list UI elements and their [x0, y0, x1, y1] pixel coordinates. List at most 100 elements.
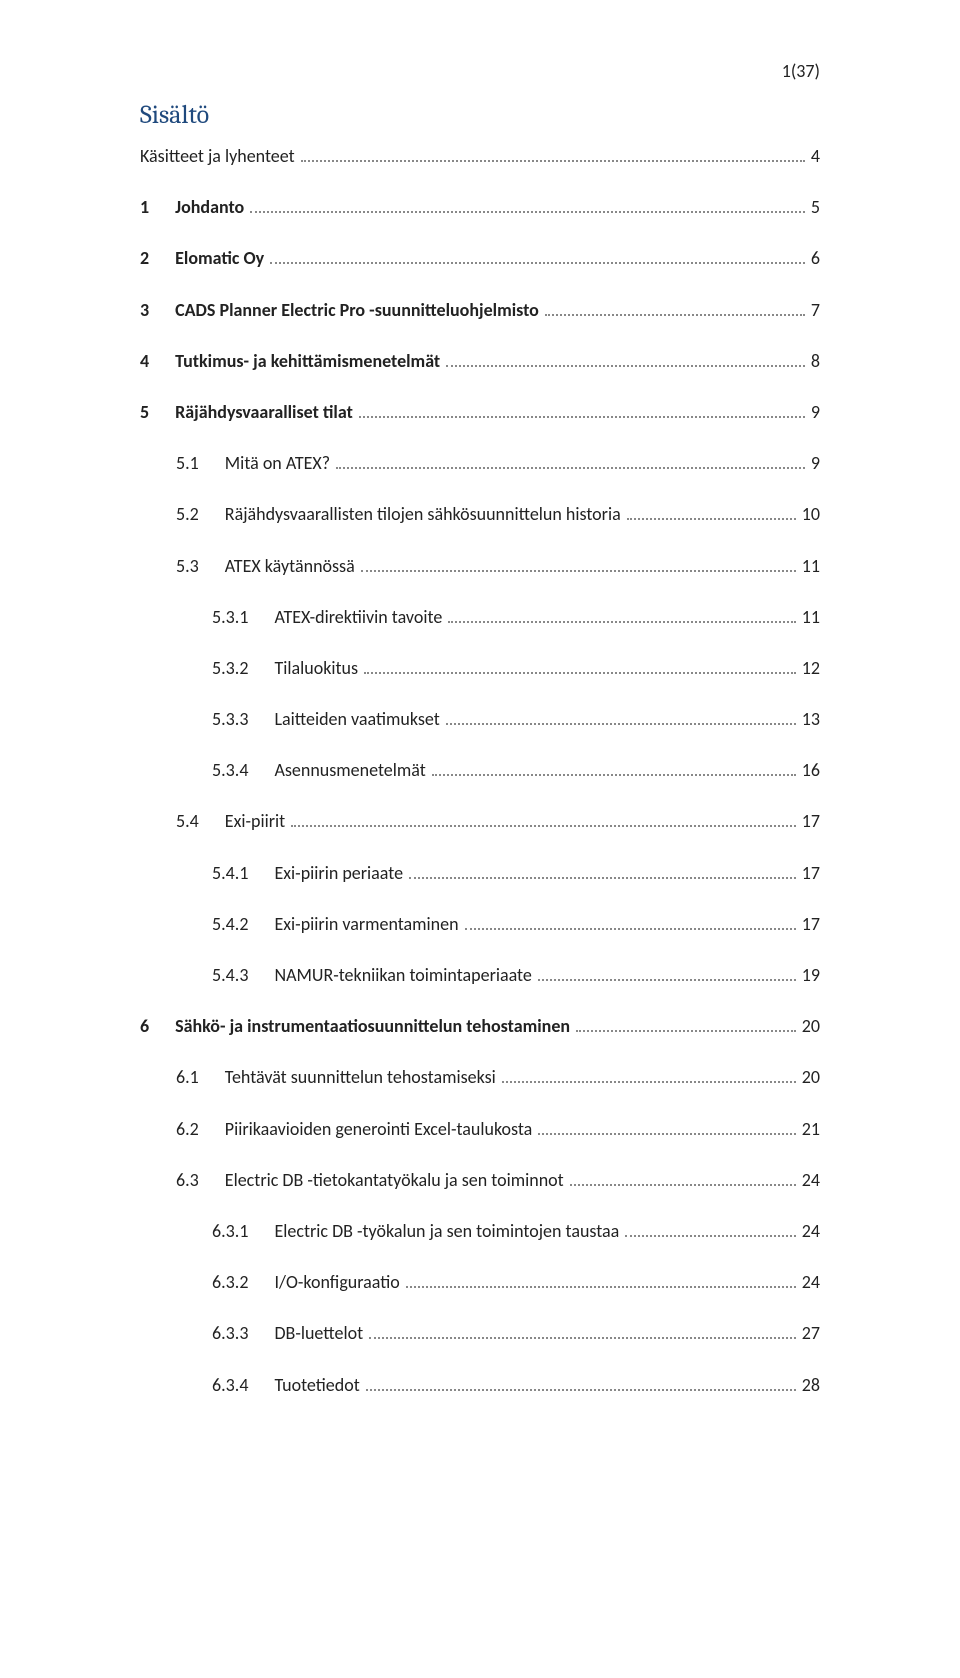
toc-entry[interactable]: 5.4Exi-piirit17 — [140, 809, 820, 834]
toc-entry[interactable]: 6.3.1Electric DB -työkalun ja sen toimin… — [140, 1219, 820, 1244]
toc-entry-label: Mitä on ATEX? — [225, 451, 334, 476]
toc-entry-page: 17 — [798, 809, 820, 834]
toc-entry-page: 5 — [807, 195, 820, 220]
toc-entry[interactable]: 3CADS Planner Electric Pro -suunnitteluo… — [140, 298, 820, 323]
toc-entry-page: 17 — [798, 861, 820, 886]
toc-entry-label: Laitteiden vaatimukset — [274, 707, 443, 732]
toc-entry-page: 9 — [807, 451, 820, 476]
toc-leader-dots — [502, 1081, 796, 1083]
toc-entry-number: 5.3.1 — [212, 605, 274, 630]
toc-entry-label: Piirikaavioiden generointi Excel-tauluko… — [225, 1117, 537, 1142]
toc-entry-page: 17 — [798, 912, 820, 937]
toc-entry-label: ATEX käytännössä — [225, 554, 359, 579]
toc-entry[interactable]: 5.3.1ATEX-direktiivin tavoite11 — [140, 605, 820, 630]
toc-entry-number: 5.4.2 — [212, 912, 274, 937]
toc-leader-dots — [359, 416, 805, 418]
toc-leader-dots — [538, 979, 796, 981]
toc-entry-label: Tehtävät suunnittelun tehostamiseksi — [225, 1065, 500, 1090]
toc-entry[interactable]: 1Johdanto5 — [140, 195, 820, 220]
toc-entry-label: CADS Planner Electric Pro -suunnitteluoh… — [175, 298, 543, 323]
toc-entry[interactable]: 6.1Tehtävät suunnittelun tehostamiseksi2… — [140, 1065, 820, 1090]
toc-leader-dots — [369, 1337, 796, 1339]
toc-entry-label: Exi-piirin varmentaminen — [274, 912, 462, 937]
page-number: 1(37) — [782, 60, 820, 82]
toc-leader-dots — [301, 160, 805, 162]
toc-entry-page: 12 — [798, 656, 820, 681]
toc-entry-page: 13 — [798, 707, 820, 732]
toc-leader-dots — [538, 1133, 795, 1135]
toc-leader-dots — [270, 262, 805, 264]
table-of-contents: Käsitteet ja lyhenteet 4 1Johdanto5 2Elomat… — [140, 144, 820, 1398]
toc-entry-label: Tutkimus- ja kehittämismenetelmät — [175, 349, 444, 374]
toc-entry[interactable]: 2Elomatic Oy6 — [140, 246, 820, 271]
toc-entry-number: 5 — [140, 400, 175, 425]
toc-entry-number: 5.4.3 — [212, 963, 274, 988]
toc-entry-number: 2 — [140, 246, 175, 271]
toc-entry[interactable]: Käsitteet ja lyhenteet 4 — [140, 144, 820, 169]
toc-entry-page: 9 — [807, 400, 820, 425]
toc-entry-number: 5.3.2 — [212, 656, 274, 681]
toc-leader-dots — [366, 1389, 796, 1391]
toc-entry-label: I/O-konfiguraatio — [274, 1270, 403, 1295]
toc-leader-dots — [446, 365, 805, 367]
toc-leader-dots — [446, 723, 796, 725]
toc-entry-page: 8 — [807, 349, 820, 374]
toc-entry-label: NAMUR-tekniikan toimintaperiaate — [274, 963, 535, 988]
toc-entry[interactable]: 6.3Electric DB -tietokantatyökalu ja sen… — [140, 1168, 820, 1193]
toc-leader-dots — [545, 314, 805, 316]
toc-leader-dots — [432, 774, 796, 776]
toc-leader-dots — [250, 211, 805, 213]
toc-entry-label: Käsitteet ja lyhenteet — [140, 144, 299, 169]
toc-entry-label: Tuotetiedot — [274, 1373, 363, 1398]
toc-heading: Sisältö — [140, 100, 820, 130]
toc-entry-page: 27 — [798, 1321, 820, 1346]
toc-entry[interactable]: 5.3.4Asennusmenetelmät16 — [140, 758, 820, 783]
toc-leader-dots — [625, 1235, 795, 1237]
toc-entry[interactable]: 5.3.2Tilaluokitus 12 — [140, 656, 820, 681]
toc-entry[interactable]: 6.3.3DB-luettelot27 — [140, 1321, 820, 1346]
toc-entry[interactable]: 5.2Räjähdysvaarallisten tilojen sähkösuu… — [140, 502, 820, 527]
toc-leader-dots — [291, 825, 796, 827]
toc-entry-page: 19 — [798, 963, 820, 988]
toc-entry-page: 16 — [798, 758, 820, 783]
page: 1(37) Sisältö Käsitteet ja lyhenteet 4 1Jo… — [0, 0, 960, 1678]
toc-entry-label: Electric DB -työkalun ja sen toimintojen… — [274, 1219, 623, 1244]
toc-entry-page: 11 — [798, 554, 820, 579]
toc-entry[interactable]: 6Sähkö- ja instrumentaatiosuunnittelun t… — [140, 1014, 820, 1039]
toc-entry[interactable]: 5.4.2Exi-piirin varmentaminen 17 — [140, 912, 820, 937]
toc-entry[interactable]: 5.1Mitä on ATEX?9 — [140, 451, 820, 476]
toc-leader-dots — [570, 1184, 796, 1186]
toc-entry-number: 5.4 — [176, 809, 225, 834]
toc-entry[interactable]: 5.4.1Exi-piirin periaate17 — [140, 861, 820, 886]
toc-entry[interactable]: 5.3ATEX käytännössä 11 — [140, 554, 820, 579]
toc-entry-number: 5.3.3 — [212, 707, 274, 732]
toc-entry-page: 11 — [798, 605, 820, 630]
toc-entry-number: 6 — [140, 1014, 175, 1039]
toc-entry[interactable]: 4Tutkimus- ja kehittämismenetelmät 8 — [140, 349, 820, 374]
toc-entry-label: Exi-piirin periaate — [274, 861, 407, 886]
toc-entry-number: 4 — [140, 349, 175, 374]
toc-entry[interactable]: 5.4.3NAMUR-tekniikan toimintaperiaate 19 — [140, 963, 820, 988]
toc-leader-dots — [361, 570, 796, 572]
toc-entry[interactable]: 6.2Piirikaavioiden generointi Excel-taul… — [140, 1117, 820, 1142]
toc-entry-page: 7 — [807, 298, 820, 323]
toc-entry[interactable]: 5Räjähdysvaaralliset tilat9 — [140, 400, 820, 425]
toc-leader-dots — [336, 467, 805, 469]
toc-entry-page: 24 — [798, 1270, 820, 1295]
toc-entry-label: Tilaluokitus — [274, 656, 362, 681]
toc-leader-dots — [409, 877, 796, 879]
toc-entry-number: 3 — [140, 298, 175, 323]
toc-entry[interactable]: 6.3.4Tuotetiedot28 — [140, 1373, 820, 1398]
toc-entry[interactable]: 6.3.2I/O-konfiguraatio 24 — [140, 1270, 820, 1295]
toc-entry-number: 5.3 — [176, 554, 225, 579]
toc-entry[interactable]: 5.3.3Laitteiden vaatimukset 13 — [140, 707, 820, 732]
toc-entry-page: 20 — [798, 1014, 820, 1039]
toc-entry-number: 6.2 — [176, 1117, 225, 1142]
toc-entry-number: 6.3.1 — [212, 1219, 274, 1244]
toc-leader-dots — [465, 928, 796, 930]
toc-entry-number: 6.3.2 — [212, 1270, 274, 1295]
toc-entry-page: 4 — [807, 144, 820, 169]
toc-entry-page: 21 — [798, 1117, 820, 1142]
toc-entry-number: 6.1 — [176, 1065, 225, 1090]
toc-entry-label: Räjähdysvaarallisten tilojen sähkösuunni… — [225, 502, 625, 527]
